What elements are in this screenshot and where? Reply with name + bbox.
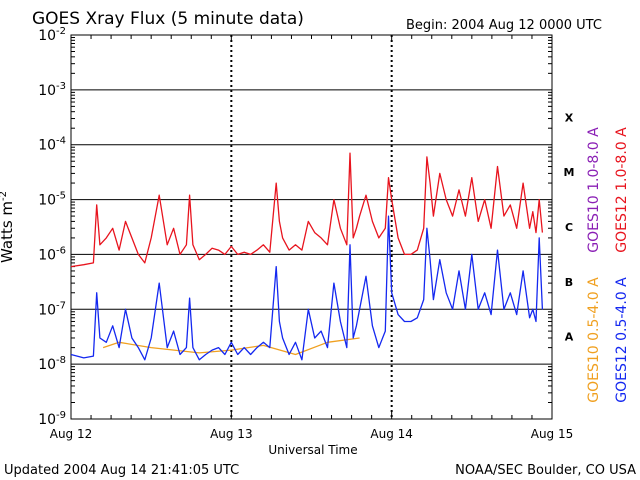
y-tick-label: 10-5 [38,191,66,209]
flare-class-labels: X M C B A [564,111,575,343]
x-tick-label: Aug 14 [370,427,413,441]
legend-entry: GOES10 0.5-4.0 A [586,277,602,403]
y-axis-label-exponent: -2 [0,191,9,201]
y-tick-label: 10-9 [38,410,66,428]
y-tick-label: 10-7 [38,300,66,318]
x-tick-label: Aug 13 [210,427,253,441]
legend-entry: GOES12 1.0-8.0 A [614,127,630,253]
legend-entry: GOES12 0.5-4.0 A [614,277,630,403]
flare-class-label: X [565,111,574,124]
flare-class-label: A [565,331,574,344]
legend-entry: GOES10 1.0-8.0 A [586,127,602,253]
x-tick-labels: Aug 12 Aug 13 Aug 14 Aug 15 [50,427,574,441]
y-tick-label: 10-3 [38,81,66,99]
y-tick-label: 10-2 [38,26,66,44]
series-line-goes12-1-0-8-0-a [70,152,544,268]
y-axis-label-base: Watts m [0,201,16,263]
y-axis-label: Watts m-2 [0,191,16,263]
plot-area [70,152,544,361]
y-tick-label: 10-6 [38,245,66,263]
updated-timestamp: Updated 2004 Aug 14 21:41:05 UTC [4,463,239,478]
x-axis-label: Universal Time [268,443,357,457]
flare-class-label: C [565,221,573,234]
credit-text: NOAA/SEC Boulder, CO USA [455,463,636,478]
y-tick-label: 10-4 [38,136,66,154]
x-tick-label: Aug 15 [531,427,574,441]
series-line-goes10-0-5-4-0-a [102,337,360,356]
chart-title: GOES Xray Flux (5 minute data) [32,9,304,29]
flare-class-label: B [565,276,573,289]
begin-label: Begin: 2004 Aug 12 0000 UTC [406,18,602,33]
y-tick-marks [70,35,553,419]
x-tick-label: Aug 12 [50,427,93,441]
flare-class-label: M [564,166,575,179]
y-tick-labels: 10-2 10-3 10-4 10-5 10-6 10-7 10-8 10-9 [38,26,66,428]
legend: GOES12 1.0-8.0 A GOES10 1.0-8.0 A GOES12 0… [586,127,630,403]
series-line-goes12-0-5-4-0-a [70,215,544,361]
y-tick-label: 10-8 [38,355,66,373]
